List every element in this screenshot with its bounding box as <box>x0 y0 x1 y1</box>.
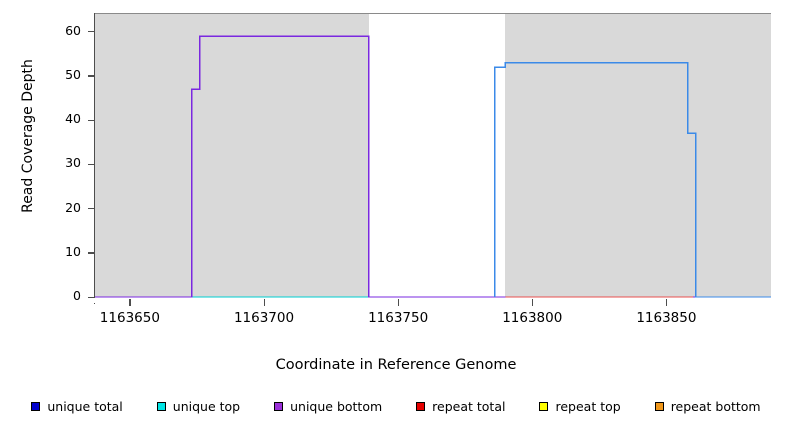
series-lines <box>95 35 771 298</box>
y-axis-line <box>94 13 95 298</box>
legend-gap <box>240 406 274 407</box>
y-tick-50 <box>88 75 95 77</box>
legend-label: unique bottom <box>290 399 383 414</box>
legend-swatch-icon <box>416 402 426 411</box>
legend-label: repeat total <box>432 399 506 414</box>
legend-label: unique top <box>172 399 241 414</box>
x-tick-label-1163700: 1163700 <box>233 310 295 326</box>
y-tick-10 <box>88 252 95 254</box>
series-unique-bottom <box>95 35 771 298</box>
x-tick-label-1163650: 1163650 <box>99 310 160 326</box>
x-axis-title: Coordinate in Reference Genome <box>275 357 517 373</box>
legend-gap <box>621 406 655 407</box>
chart-legend: unique total unique top unique bottom repea… <box>0 399 792 414</box>
legend-swatch-icon <box>31 402 41 411</box>
y-tick-40 <box>88 119 95 121</box>
legend-gap <box>382 406 416 407</box>
legend-item-repeat-total[interactable]: repeat total <box>416 399 505 414</box>
shaded-region-right <box>505 14 771 297</box>
y-tick-label-50: 50 <box>65 66 81 82</box>
x-axis-line-stub <box>94 303 95 304</box>
y-axis-title: Read Coverage Depth <box>20 59 36 213</box>
legend-swatch-icon <box>539 402 549 411</box>
y-tick-label-0: 0 <box>73 288 81 303</box>
y-tick-60 <box>88 31 95 33</box>
x-tick-label-1163800: 1163800 <box>502 310 563 326</box>
x-tick-1163700 <box>263 299 265 306</box>
shaded-region-left <box>95 14 369 297</box>
y-tick-label-60: 60 <box>65 22 81 38</box>
legend-item-unique-top[interactable]: unique top <box>156 399 241 414</box>
x-tick-1163800 <box>531 299 534 306</box>
legend-gap <box>505 406 539 407</box>
x-tick-1163650 <box>129 299 131 306</box>
legend-label: repeat bottom <box>670 399 761 414</box>
legend-item-repeat-bottom[interactable]: repeat bottom <box>654 399 761 414</box>
legend-gap <box>123 406 157 407</box>
plot-top-border <box>95 13 771 14</box>
y-tick-0 <box>88 296 95 298</box>
legend-swatch-icon <box>654 402 664 411</box>
series-blue-coverage-block <box>494 61 771 298</box>
y-tick-label-10: 10 <box>65 243 81 259</box>
plot-area <box>95 14 771 298</box>
legend-item-unique-total[interactable]: unique total <box>31 399 123 414</box>
legend-label: repeat top <box>555 399 621 414</box>
y-tick-20 <box>88 208 95 210</box>
legend-item-unique-bottom[interactable]: unique bottom <box>274 399 382 414</box>
y-tick-label-30: 30 <box>65 155 81 171</box>
y-tick-30 <box>88 163 95 166</box>
y-tick-label-20: 20 <box>65 199 81 215</box>
x-tick-1163850 <box>665 299 668 306</box>
x-tick-label-1163850: 1163850 <box>636 310 697 326</box>
legend-label: unique total <box>47 399 123 414</box>
x-tick-label-1163750: 1163750 <box>368 310 429 326</box>
y-tick-label-40: 40 <box>65 111 81 127</box>
legend-item-repeat-top[interactable]: repeat top <box>539 399 621 414</box>
x-tick-1163750 <box>397 299 399 306</box>
legend-swatch-icon <box>274 402 284 411</box>
legend-swatch-icon <box>156 402 166 411</box>
